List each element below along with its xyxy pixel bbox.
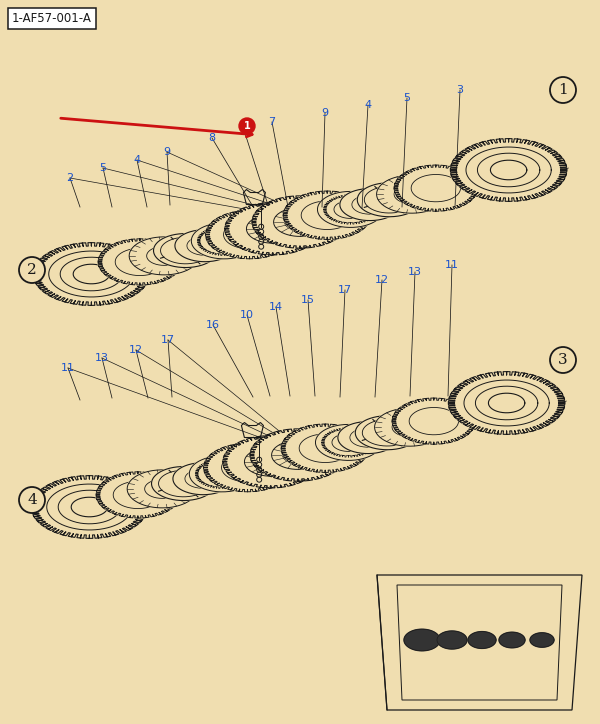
Circle shape xyxy=(19,487,45,513)
Polygon shape xyxy=(175,230,235,261)
Polygon shape xyxy=(355,416,419,450)
Polygon shape xyxy=(340,188,400,221)
Polygon shape xyxy=(152,466,215,500)
Text: 1: 1 xyxy=(244,121,250,131)
Text: 1-AF57-001-A: 1-AF57-001-A xyxy=(12,12,92,25)
Polygon shape xyxy=(437,631,467,649)
Text: 12: 12 xyxy=(375,275,389,285)
Text: 15: 15 xyxy=(301,295,315,305)
Text: 13: 13 xyxy=(95,353,109,363)
Text: 2: 2 xyxy=(27,263,37,277)
Polygon shape xyxy=(191,223,257,259)
Polygon shape xyxy=(256,198,344,246)
Polygon shape xyxy=(229,205,317,253)
Text: 17: 17 xyxy=(338,285,352,295)
Polygon shape xyxy=(190,456,256,492)
Text: 9: 9 xyxy=(322,108,329,118)
Text: 14: 14 xyxy=(269,302,283,312)
Polygon shape xyxy=(254,431,342,479)
Polygon shape xyxy=(338,421,398,453)
Text: 1: 1 xyxy=(558,83,568,97)
Circle shape xyxy=(19,257,45,283)
Polygon shape xyxy=(129,237,199,275)
Circle shape xyxy=(550,347,576,373)
Circle shape xyxy=(550,77,576,103)
Polygon shape xyxy=(374,408,445,446)
Text: 3: 3 xyxy=(457,85,464,95)
Polygon shape xyxy=(377,175,446,213)
Polygon shape xyxy=(392,398,476,445)
Polygon shape xyxy=(338,421,398,453)
Polygon shape xyxy=(468,631,496,649)
Polygon shape xyxy=(31,476,148,539)
Polygon shape xyxy=(98,239,182,285)
Polygon shape xyxy=(152,466,215,500)
Polygon shape xyxy=(154,234,218,268)
Polygon shape xyxy=(316,424,382,460)
Polygon shape xyxy=(227,438,315,486)
Polygon shape xyxy=(173,463,233,494)
Text: 10: 10 xyxy=(240,310,254,320)
Polygon shape xyxy=(127,470,197,508)
Polygon shape xyxy=(377,175,446,213)
Polygon shape xyxy=(530,633,554,647)
Polygon shape xyxy=(154,234,218,268)
Polygon shape xyxy=(33,243,149,306)
Polygon shape xyxy=(283,191,371,240)
Polygon shape xyxy=(203,443,292,492)
Text: 5: 5 xyxy=(404,93,410,103)
Text: 11: 11 xyxy=(61,363,75,373)
Text: 4: 4 xyxy=(133,155,140,165)
Polygon shape xyxy=(340,188,400,221)
Text: 9: 9 xyxy=(163,147,170,157)
Text: 8: 8 xyxy=(208,133,215,143)
Polygon shape xyxy=(281,424,369,473)
Text: 3: 3 xyxy=(558,353,568,367)
Polygon shape xyxy=(451,138,567,201)
Text: 2: 2 xyxy=(67,173,74,183)
Polygon shape xyxy=(317,191,383,227)
Polygon shape xyxy=(374,408,445,446)
Polygon shape xyxy=(355,416,419,450)
Polygon shape xyxy=(404,629,440,651)
Polygon shape xyxy=(190,456,256,492)
Polygon shape xyxy=(499,632,525,648)
Text: 7: 7 xyxy=(268,117,275,127)
Polygon shape xyxy=(357,182,421,216)
Text: 12: 12 xyxy=(129,345,143,355)
Text: 13: 13 xyxy=(408,267,422,277)
Text: 17: 17 xyxy=(161,335,175,345)
Text: 6: 6 xyxy=(239,122,247,132)
Polygon shape xyxy=(96,472,180,518)
Text: 4: 4 xyxy=(27,493,37,507)
Polygon shape xyxy=(127,470,197,508)
Polygon shape xyxy=(129,237,199,275)
Polygon shape xyxy=(206,211,293,258)
Polygon shape xyxy=(448,371,565,434)
Text: 11: 11 xyxy=(445,260,459,270)
Polygon shape xyxy=(357,182,421,216)
Polygon shape xyxy=(173,463,233,494)
Text: 4: 4 xyxy=(364,100,371,110)
Polygon shape xyxy=(394,165,478,211)
Text: 5: 5 xyxy=(100,163,107,173)
Polygon shape xyxy=(316,424,382,460)
Polygon shape xyxy=(175,230,235,261)
Circle shape xyxy=(239,118,255,134)
Polygon shape xyxy=(191,223,257,259)
Polygon shape xyxy=(317,191,383,227)
Text: 16: 16 xyxy=(206,320,220,330)
